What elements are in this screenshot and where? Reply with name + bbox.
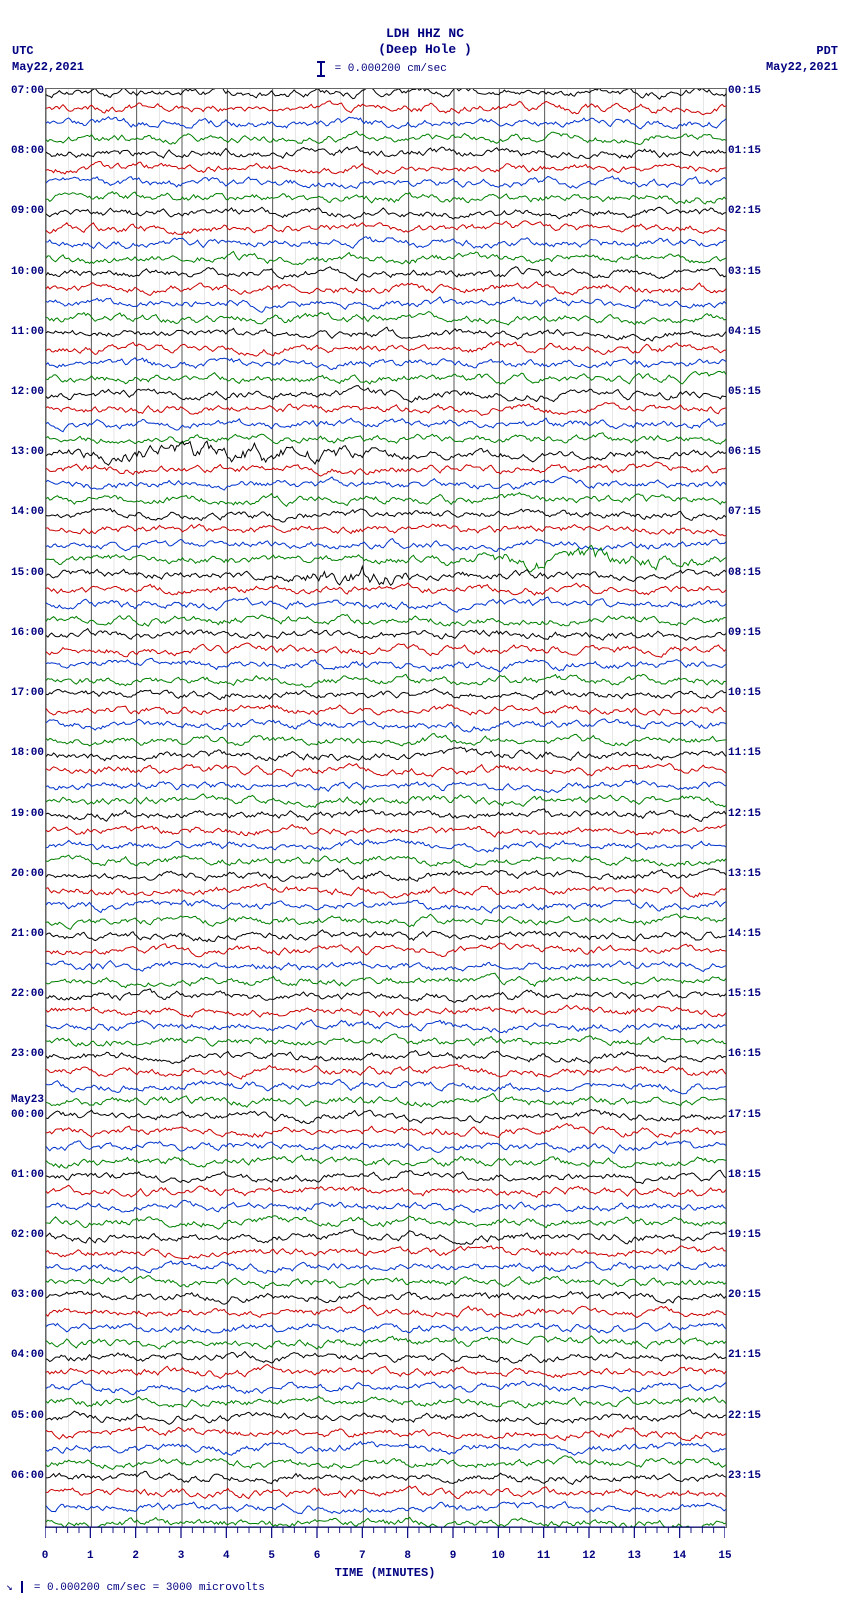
time-label: 01:15 (728, 145, 761, 157)
scale-bar-icon (320, 62, 322, 76)
time-label: 15:15 (728, 988, 761, 1000)
left-time-labels: 07:00 08:00 09:00 10:00 11:00 12:00 13:00 14:00… (4, 88, 44, 1526)
x-tick-label: 3 (178, 1550, 185, 1562)
seismogram-plot (45, 88, 727, 1528)
x-axis-title: TIME (MINUTES) (45, 1566, 725, 1580)
x-tick-label: 12 (582, 1550, 595, 1562)
seismogram-page: LDH HHZ NC (Deep Hole ) UTC May22,2021 P… (0, 0, 850, 1613)
x-axis: 0123456789101112131415 TIME (MINUTES) (45, 1526, 725, 1576)
x-axis-ticks (45, 1526, 725, 1550)
time-label: 18:00 (11, 747, 44, 759)
time-label: 14:15 (728, 928, 761, 940)
time-label: 22:15 (728, 1410, 761, 1422)
time-label: 13:00 (11, 446, 44, 458)
time-label: 10:15 (728, 687, 761, 699)
time-label: 22:00 (11, 988, 44, 1000)
time-label: 05:00 (11, 1410, 44, 1422)
time-label: 16:00 (11, 627, 44, 639)
time-label: 07:00 (11, 85, 44, 97)
tz-right-name: PDT (766, 44, 838, 60)
time-label: 19:15 (728, 1229, 761, 1241)
time-label: 11:00 (11, 326, 44, 338)
time-label: 18:15 (728, 1169, 761, 1181)
footer-prefix: ↘ (6, 1582, 13, 1594)
time-label: 10:00 (11, 266, 44, 278)
time-label: 01:00 (11, 1169, 44, 1181)
x-tick-label: 5 (268, 1550, 275, 1562)
x-tick-label: 1 (87, 1550, 94, 1562)
footer-text: = 0.000200 cm/sec = 3000 microvolts (34, 1582, 265, 1594)
location-line: (Deep Hole ) (0, 42, 850, 58)
footer-scale-icon (21, 1581, 23, 1593)
time-label: 20:00 (11, 868, 44, 880)
tz-left: UTC May22,2021 (12, 44, 84, 75)
x-tick-label: 4 (223, 1550, 230, 1562)
tz-left-date: May22,2021 (12, 60, 84, 76)
time-label: 14:00 (11, 506, 44, 518)
time-label: 07:15 (728, 506, 761, 518)
x-tick-label: 15 (718, 1550, 731, 1562)
x-tick-label: 9 (450, 1550, 457, 1562)
time-label: 04:15 (728, 326, 761, 338)
time-label: 09:00 (11, 205, 44, 217)
scale-bar-text: = 0.000200 cm/sec (335, 63, 447, 75)
x-tick-label: 8 (404, 1550, 411, 1562)
time-label: 06:00 (11, 1470, 44, 1482)
time-label: 08:00 (11, 145, 44, 157)
station-line: LDH HHZ NC (0, 26, 850, 42)
tz-right-date: May22,2021 (766, 60, 838, 76)
time-label: 12:15 (728, 808, 761, 820)
time-label: 16:15 (728, 1048, 761, 1060)
time-label: 13:15 (728, 868, 761, 880)
time-label: 15:00 (11, 567, 44, 579)
tz-left-name: UTC (12, 44, 84, 60)
x-tick-label: 6 (314, 1550, 321, 1562)
time-label: 02:00 (11, 1229, 44, 1241)
x-tick-label: 0 (42, 1550, 49, 1562)
time-label: 19:00 (11, 808, 44, 820)
time-label: 09:15 (728, 627, 761, 639)
right-time-labels: 00:15 01:15 02:15 03:15 04:15 05:15 06:15 07:15… (728, 88, 788, 1526)
x-tick-label: 10 (492, 1550, 505, 1562)
x-tick-label: 7 (359, 1550, 366, 1562)
x-tick-label: 14 (673, 1550, 686, 1562)
time-label: 17:15 (728, 1109, 761, 1121)
time-label: 00:00 (11, 1109, 44, 1121)
time-label: 21:00 (11, 928, 44, 940)
time-label: 11:15 (728, 747, 761, 759)
time-label: 00:15 (728, 85, 761, 97)
time-label: 03:15 (728, 266, 761, 278)
time-label: 23:00 (11, 1048, 44, 1060)
scale-bar: = 0.000200 cm/sec (320, 62, 530, 80)
time-label: 04:00 (11, 1349, 44, 1361)
x-axis-labels: 0123456789101112131415 (45, 1550, 725, 1564)
time-label: 05:15 (728, 386, 761, 398)
time-label: 06:15 (728, 446, 761, 458)
x-tick-label: 11 (537, 1550, 550, 1562)
time-label: 23:15 (728, 1470, 761, 1482)
time-label: May23 (11, 1094, 44, 1106)
header: LDH HHZ NC (Deep Hole ) (0, 26, 850, 57)
time-label: 21:15 (728, 1349, 761, 1361)
x-tick-label: 13 (628, 1550, 641, 1562)
time-label: 02:15 (728, 205, 761, 217)
time-label: 03:00 (11, 1289, 44, 1301)
tz-right: PDT May22,2021 (766, 44, 838, 75)
x-tick-label: 2 (132, 1550, 139, 1562)
time-label: 08:15 (728, 567, 761, 579)
time-label: 17:00 (11, 687, 44, 699)
time-label: 20:15 (728, 1289, 761, 1301)
time-label: 12:00 (11, 386, 44, 398)
footer: ↘ = 0.000200 cm/sec = 3000 microvolts (6, 1580, 265, 1594)
